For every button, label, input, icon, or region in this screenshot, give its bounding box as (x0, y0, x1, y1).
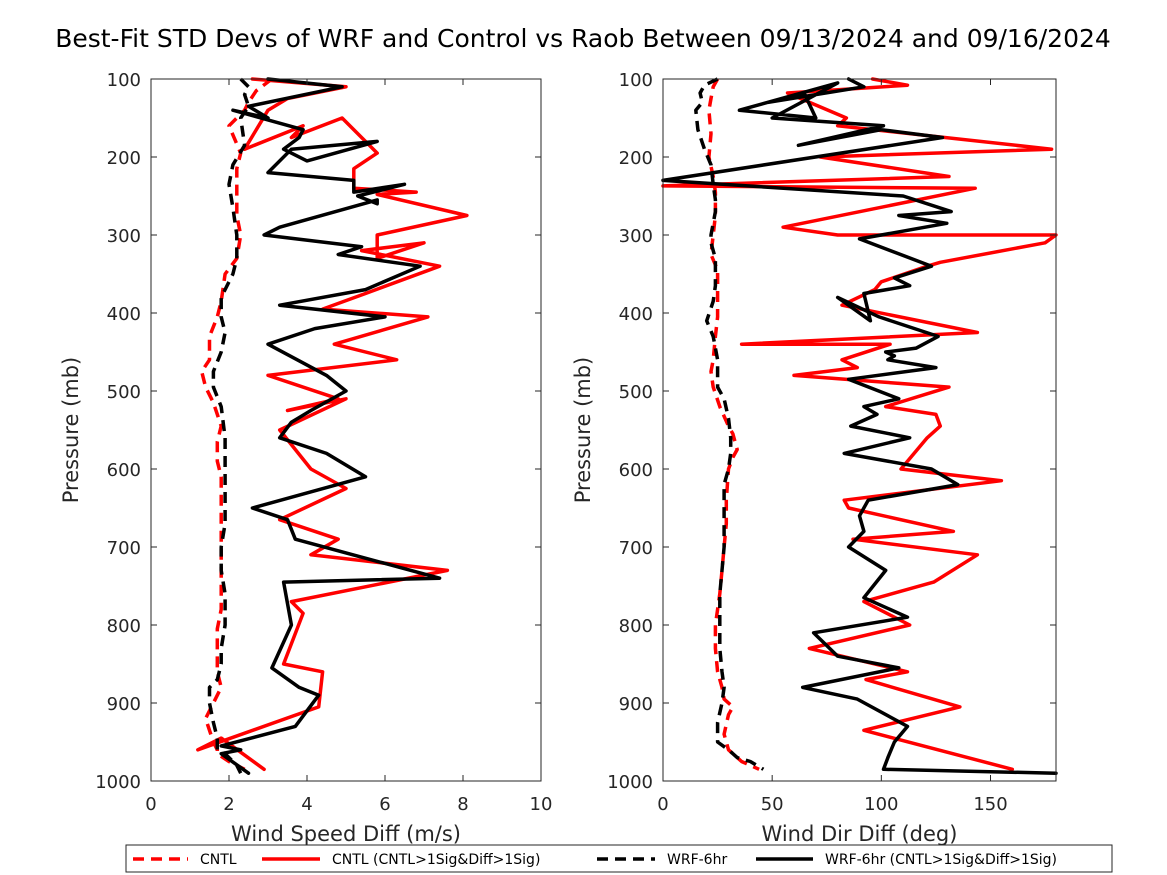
speed-series-group (196, 77, 469, 775)
dir-ytick-label: 900 (619, 694, 653, 715)
speed-ytick-label: 600 (107, 460, 141, 481)
dir-series-wrf-6hr-cntl-1sig-diff-1sig (661, 77, 1058, 775)
dir-xtick-label: 0 (657, 794, 668, 815)
dir-xtick-label: 50 (761, 794, 784, 815)
speed-axes-frame (150, 78, 542, 782)
speed-ytick-label: 800 (107, 616, 141, 637)
wind-dir-panel: 0 50 100 150 100 200 300 400 500 600 700 800 900 1000… (571, 70, 1058, 846)
chart-title: Best-Fit STD Devs of WRF and Control vs … (55, 24, 1111, 53)
wind-speed-panel: 0 2 4 6 8 10 100 200 300 400 500 600 700 800 900 1000 Wi… (59, 70, 552, 846)
dir-ytick-label: 1000 (607, 772, 653, 793)
speed-series-wrf-6hr (207, 77, 251, 774)
dir-y-axis-label: Pressure (mb) (571, 357, 595, 504)
speed-ytick-label: 1000 (95, 772, 141, 793)
dir-series-group (661, 77, 1058, 775)
dir-plot-area (663, 79, 1056, 781)
dir-ytick-label: 400 (619, 304, 653, 325)
speed-xtick-label: 0 (145, 794, 156, 815)
speed-xtick-label: 2 (223, 794, 234, 815)
dir-xtick-label: 100 (864, 794, 898, 815)
speed-ytick-label: 300 (107, 226, 141, 247)
speed-xtick-label: 10 (530, 794, 553, 815)
legend-label-wrf-6hr: WRF-6hr (667, 852, 727, 868)
legend: CNTL CNTL (CNTL>1Sig&Diff>1Sig) WRF-6hr WRF… (125, 844, 1113, 873)
speed-y-axis-label: Pressure (mb) (59, 357, 83, 504)
speed-xtick-label: 8 (457, 794, 468, 815)
speed-xtick-label: 4 (301, 794, 312, 815)
dir-series-cntl-cntl-1sig-diff-1sig (661, 77, 1058, 772)
dir-ytick-label: 700 (619, 538, 653, 559)
speed-series-cntl-cntl-1sig-diff-1sig (196, 77, 469, 772)
dir-ytick-label: 200 (619, 148, 653, 169)
speed-ytick-label: 500 (107, 382, 141, 403)
legend-label-wrf-6hr-cntl-1sig-diff-1sig: WRF-6hr (CNTL>1Sig&Diff>1Sig) (825, 852, 1057, 868)
speed-series-wrf-6hr-cntl-1sig-diff-1sig (219, 77, 442, 775)
dir-ytick-label: 300 (619, 226, 653, 247)
speed-ytick-label: 100 (107, 70, 141, 91)
speed-plot-area (151, 79, 541, 781)
speed-ytick-label: 200 (107, 148, 141, 169)
dir-ytick-label: 800 (619, 616, 653, 637)
dir-ytick-label: 500 (619, 382, 653, 403)
speed-x-axis-label: Wind Speed Diff (m/s) (231, 822, 461, 846)
speed-xtick-label: 6 (379, 794, 390, 815)
dir-xtick-label: 150 (973, 794, 1007, 815)
legend-label-cntl: CNTL (200, 852, 237, 868)
dir-ytick-label: 600 (619, 460, 653, 481)
speed-ytick-label: 700 (107, 538, 141, 559)
legend-label-cntl-cntl-1sig-diff-1sig: CNTL (CNTL>1Sig&Diff>1Sig) (332, 852, 540, 868)
speed-ytick-label: 400 (107, 304, 141, 325)
speed-ytick-label: 900 (107, 694, 141, 715)
dir-x-axis-label: Wind Dir Diff (deg) (762, 822, 958, 846)
dir-axes-frame (662, 78, 1057, 782)
dir-ytick-label: 100 (619, 70, 653, 91)
